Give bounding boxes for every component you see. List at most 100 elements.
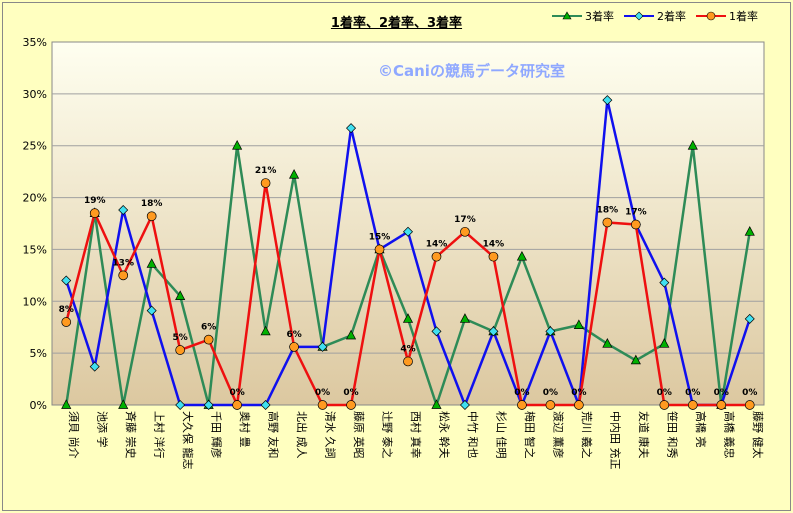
x-tick-label: 高橋 義忠 [722,411,736,459]
marker-triangle [516,250,528,261]
y-tick-label: 10% [23,295,47,308]
x-tick-label: 荒川 義之 [580,411,594,459]
x-tick-label: 大久保 龍志 [181,411,195,470]
x-tick-label: 杉山 佳明 [494,411,508,459]
x-tick-label: 梅田 智之 [523,411,537,459]
x-tick-label: 友道 康夫 [637,411,651,459]
marker-circle [203,334,214,345]
marker-circle [659,400,670,410]
legend-label-2: 2着率 [657,10,686,23]
y-tick-label: 15% [23,243,47,256]
data-label: 0% [229,388,244,398]
marker-diamond [146,305,157,316]
marker-circle [403,356,413,367]
marker-triangle [602,338,613,348]
x-tick-label: 池添 学 [96,411,110,448]
legend-label-1: 1着率 [729,10,758,23]
marker-triangle [345,329,357,340]
marker-diamond [431,326,442,337]
marker-diamond [203,400,214,410]
marker-circle [146,211,157,222]
marker-triangle [175,290,186,300]
plot-area [51,41,765,406]
data-labels: 8% 19% 13% 18% 5% 6% 0% 21% 6% 0% 0% 15% 4% 14% 17% 14%… [59,166,758,398]
marker-circle [460,226,470,237]
data-label: 0% [514,388,529,398]
data-label: 19% [84,196,106,206]
series-group [61,95,755,410]
marker-circle [545,400,556,410]
marker-triangle [459,313,471,323]
data-label: 21% [255,166,277,176]
data-label: 15% [369,232,391,242]
marker-circle [744,400,755,410]
data-label: 6% [201,323,216,333]
marker-circle [232,400,242,410]
marker-circle [346,400,356,410]
x-tick-label: 高野 友和 [267,411,281,459]
marker-diamond [744,313,755,324]
data-label: 14% [483,240,505,250]
x-tick-label: 清水 久詞 [324,411,337,459]
data-label: 0% [571,388,586,398]
x-tick-label: 藤野 健太 [751,411,764,459]
watermark: ©Caniの競馬データ研究室 [378,62,565,80]
marker-triangle [260,325,271,336]
marker-diamond [175,400,186,410]
marker-triangle [431,399,442,409]
x-tick-label: 笹田 和秀 [665,411,678,459]
marker-circle [61,317,72,327]
x-tick-label: 須貝 尚介 [67,411,81,459]
x-tick-label: 北出 成人 [295,411,309,459]
legend-1-marker-icon [696,11,726,21]
marker-circle [260,178,271,188]
marker-triangle [659,338,670,348]
y-tick-label: 20% [23,192,47,205]
marker-triangle [687,139,698,150]
x-tick-label: 上村 洋行 [153,411,167,459]
marker-diamond [545,326,556,337]
marker-diamond [346,123,357,134]
data-label: 8% [59,305,74,315]
x-tick-label: 中内田 充正 [608,411,622,470]
marker-diamond [317,341,328,352]
data-label: 0% [742,388,757,398]
marker-circle [488,251,499,262]
marker-triangle [118,399,129,409]
marker-diamond [602,95,613,106]
data-label: 17% [625,208,647,218]
marker-circle [602,217,613,228]
legend-label-3: 3着率 [585,10,614,23]
data-label: 0% [315,388,330,398]
y-tick-label: 0% [30,399,47,412]
legend: 3着率 2着率 1着率 [552,8,758,24]
legend-3-marker-icon [552,11,582,20]
marker-circle [175,345,186,355]
marker-triangle [573,319,584,329]
x-tick-label: 奥村 豊 [238,411,252,448]
x-axis: 須貝 尚介 池添 学斉藤 崇史 上村 洋行 大久保 龍志 千田 輝彦 奥村 豊 高野 友和北… [67,411,764,470]
y-axis: 0% 5% 10% 15% 20% 25% 30% 35% [23,36,47,412]
data-label: 14% [426,240,448,250]
data-label: 5% [173,333,188,343]
legend-item-2: 2着率 [624,8,686,24]
marker-circle [374,244,385,255]
marker-circle [289,342,299,352]
marker-diamond [403,226,413,237]
y-tick-label: 35% [23,36,47,49]
data-label: 18% [597,205,619,215]
data-label: 4% [400,344,415,354]
x-tick-label: 斉藤 崇史 [124,411,138,459]
marker-circle [317,400,328,410]
legend-2-marker-icon [624,11,654,21]
data-label: 0% [543,388,558,398]
x-tick-label: 西村 真幸 [409,411,423,459]
marker-circle [517,400,527,410]
marker-circle [630,219,641,230]
marker-triangle [744,226,755,236]
marker-triangle [288,169,300,179]
marker-circle [716,400,727,410]
x-tick-label: 高橋 亮 [694,411,708,448]
marker-circle [118,270,129,281]
